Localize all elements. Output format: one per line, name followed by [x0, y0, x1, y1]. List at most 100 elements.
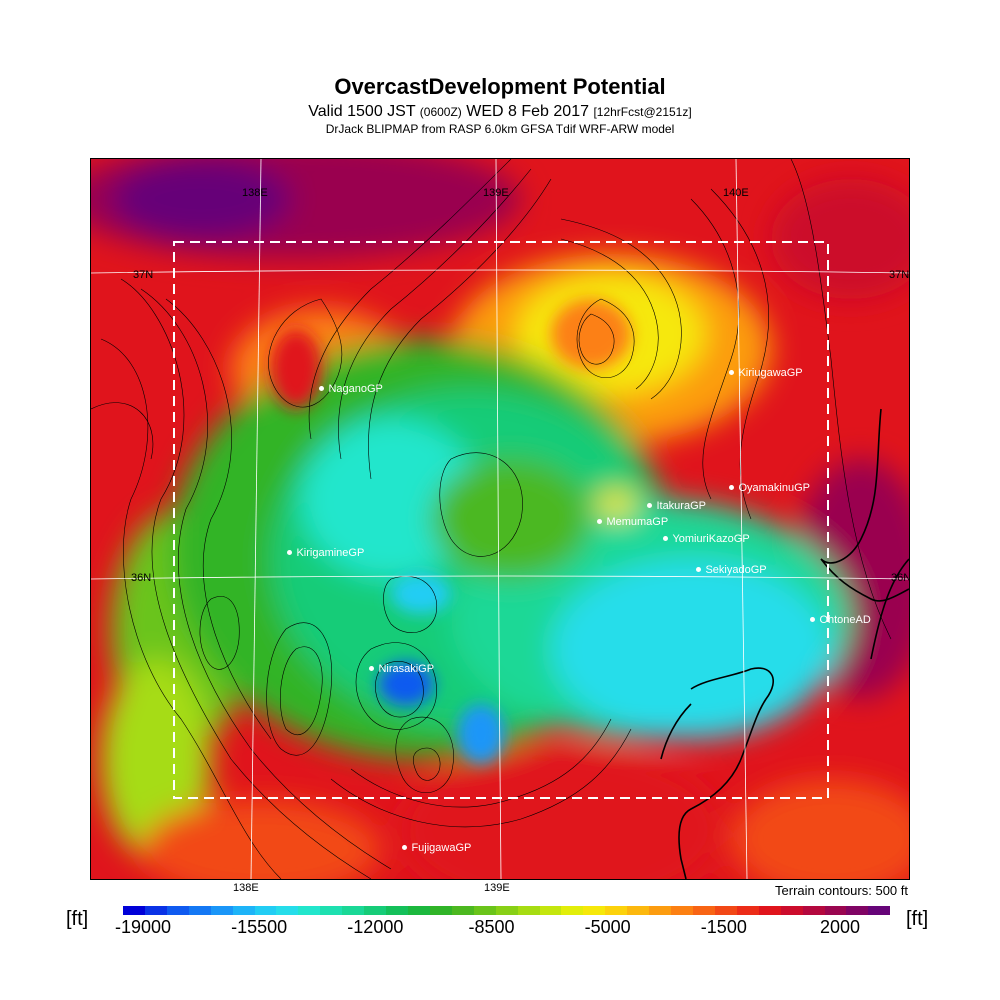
site-dot-icon: [729, 485, 734, 491]
site-dot-icon: [647, 503, 652, 509]
site-label: NaganoGP: [328, 382, 383, 395]
colorbar-swatch: [671, 906, 693, 915]
lon-label-138-top: 138E: [242, 187, 268, 199]
site-marker[interactable]: SekiyadoGP: [696, 561, 767, 579]
colorbar-tick-label: -19000: [114, 917, 172, 937]
forecast-info: [12hrFcst@2151z]: [593, 105, 692, 119]
site-label: OyamakinuGP: [738, 481, 810, 494]
colorbar-swatch: [364, 906, 387, 915]
site-label: KirigamineGP: [296, 546, 365, 559]
lat-label-37-left: 37N: [133, 269, 154, 281]
colorbar-swatch: [692, 906, 715, 915]
lon-label-139-top: 139E: [483, 187, 509, 199]
valid-time: Valid 1500 JST: [308, 103, 416, 120]
colorbar-swatch: [232, 906, 255, 915]
colorbar-swatch: [583, 906, 606, 915]
colorbar-swatch: [649, 906, 672, 915]
site-label: KiriugawaGP: [738, 366, 803, 379]
site-label: FujigawaGP: [411, 841, 472, 854]
site-dot-icon: [369, 666, 374, 672]
site-dot-icon: [663, 536, 668, 542]
site-label: MemumaGP: [606, 515, 669, 528]
site-marker[interactable]: ItakuraGP: [647, 497, 706, 515]
colorbar-swatch: [824, 906, 847, 915]
site-marker[interactable]: NaganoGP: [319, 380, 383, 398]
colorbar-swatch: [451, 906, 474, 915]
site-marker[interactable]: OyamakinuGP: [729, 479, 810, 497]
terrain-contour-note: Terrain contours: 500 ft: [775, 883, 908, 898]
colorbar-swatch: [780, 906, 803, 915]
site-label: YomiuriKazoGP: [672, 532, 750, 545]
colorbar-tick-label: -1500: [700, 917, 747, 937]
site-label: ItakuraGP: [656, 499, 706, 512]
site-label: OhtoneAD: [819, 613, 871, 626]
site-dot-icon: [287, 550, 292, 556]
lon-label-138-bottom: 138E: [233, 882, 259, 894]
site-marker[interactable]: KirigamineGP: [287, 544, 364, 562]
site-marker[interactable]: OhtoneAD: [810, 611, 871, 629]
colorbar-swatch: [736, 906, 759, 915]
site-dot-icon: [810, 617, 815, 623]
colorbar-swatch: [627, 906, 650, 915]
colorbar-swatch: [188, 906, 211, 915]
site-marker[interactable]: NirasakiGP: [369, 660, 434, 678]
site-marker[interactable]: YomiuriKazoGP: [663, 530, 750, 548]
site-marker[interactable]: FujigawaGP: [402, 839, 471, 857]
colorbar-tick-label: -12000: [347, 917, 404, 937]
colorbar-swatch: [758, 906, 781, 915]
site-dot-icon: [696, 567, 701, 573]
colorbar-swatch: [298, 906, 321, 915]
site-marker[interactable]: KiriugawaGP: [729, 364, 803, 382]
colorbar-unit-right: [ft]: [906, 908, 929, 930]
colorbar-swatch: [802, 906, 825, 915]
colorbar-swatch: [210, 906, 233, 915]
chart-title: OvercastDevelopment Potential: [334, 74, 666, 99]
site-label: NirasakiGP: [378, 662, 435, 675]
site-label: SekiyadoGP: [705, 563, 767, 576]
colorbar-unit-left: [ft]: [66, 908, 89, 930]
colorbar-swatch: [144, 906, 167, 915]
colorbar-swatch: [386, 906, 408, 915]
forecast-map: 138E 139E 140E 37N 37N 36N 36N NaganoGP …: [90, 158, 910, 880]
model-description: DrJack BLIPMAP from RASP 6.0km GFSA Tdif…: [325, 122, 675, 136]
colorbar-swatch: [539, 906, 562, 915]
colorbar-swatch: [342, 906, 365, 915]
colorbar-swatch: [714, 906, 737, 915]
colorbar: [123, 906, 891, 915]
chart-subtitle: Valid 1500 JST (0600Z) WED 8 Feb 2017 [1…: [0, 103, 1000, 121]
lat-label-37-right: 37N: [889, 269, 910, 281]
colorbar-swatch: [473, 906, 496, 915]
valid-date: WED 8 Feb 2017: [466, 103, 589, 120]
colorbar-swatch: [605, 906, 628, 915]
site-marker[interactable]: MemumaGP: [597, 513, 668, 531]
colorbar-swatch: [276, 906, 299, 915]
inner-domain-boundary: [173, 241, 829, 799]
site-dot-icon: [597, 519, 602, 525]
lat-label-36-right: 36N: [891, 572, 910, 584]
lat-label-36-left: 36N: [131, 572, 152, 584]
colorbar-swatch: [517, 906, 540, 915]
colorbar-swatch: [320, 906, 343, 915]
colorbar-swatch: [123, 906, 145, 915]
utc-time: (0600Z): [419, 105, 462, 119]
colorbar-swatch: [561, 906, 584, 915]
colorbar-swatch: [846, 906, 869, 915]
lon-label-140-top: 140E: [723, 187, 749, 199]
site-dot-icon: [402, 845, 407, 851]
colorbar-swatch: [407, 906, 430, 915]
map-canvas: [91, 159, 909, 879]
colorbar-swatch: [495, 906, 518, 915]
colorbar-tick-label: 2000: [819, 917, 861, 937]
colorbar-tick-label: -15500: [231, 917, 288, 937]
terrain-contours: [91, 159, 892, 879]
colorbar-tick-label: -5000: [584, 917, 631, 937]
lon-label-139-bottom: 139E: [484, 882, 510, 894]
colorbar-swatch: [166, 906, 189, 915]
colorbar-tick-label: -8500: [468, 917, 515, 937]
colorbar-swatch: [429, 906, 452, 915]
colorbar-swatch: [254, 906, 277, 915]
site-dot-icon: [319, 386, 324, 392]
colorbar-swatch: [868, 906, 891, 915]
site-dot-icon: [729, 370, 734, 376]
